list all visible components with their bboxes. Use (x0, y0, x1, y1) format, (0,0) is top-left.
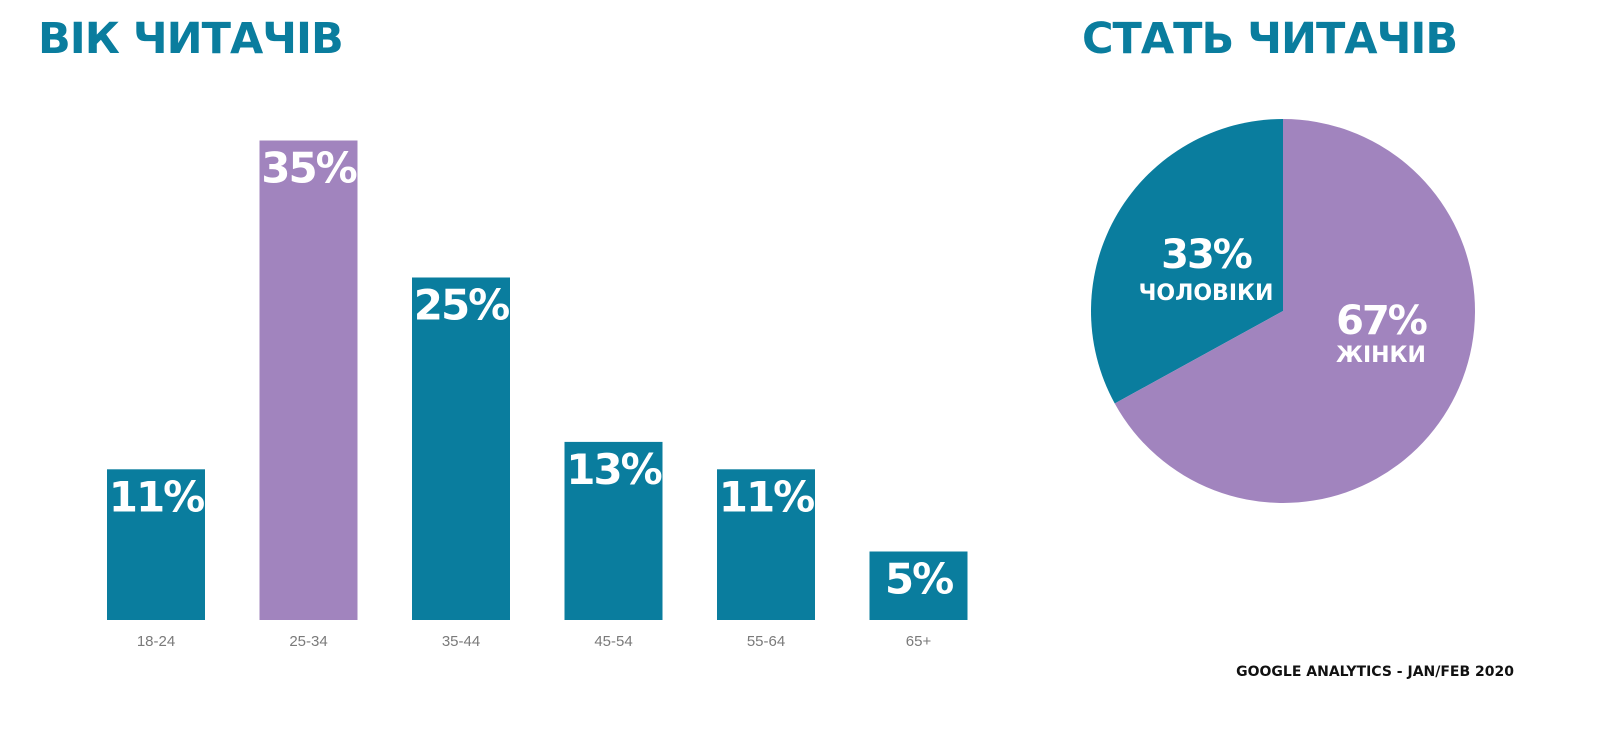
x-tick-label: 18-24 (137, 633, 175, 650)
pie-slice-men (1091, 119, 1283, 404)
age-bar-chart: 11% 18-24 35% 25-34 25% 35-44 13% 45-54 11% 55-64… (107, 140, 968, 650)
bar-45-54 (564, 441, 663, 620)
pie-slice-name: ЧОЛОВІКИ (1139, 281, 1274, 306)
bar-35-44 (412, 277, 510, 620)
pie-slice-women (1114, 119, 1475, 503)
gender-chart-title: СТАТЬ ЧИТАЧІВ (1082, 14, 1458, 64)
x-tick-label: 65+ (906, 633, 932, 650)
bar-data-label: 25% (414, 281, 509, 330)
source-note: GOOGLE ANALYTICS - JAN/FEB 2020 (1236, 664, 1514, 680)
pie-slice-name: ЖІНКИ (1336, 343, 1426, 368)
bar-data-label: 11% (109, 472, 204, 521)
bar-data-label: 13% (566, 445, 661, 494)
bar-25-34 (259, 140, 358, 620)
bar-55-64 (717, 469, 815, 620)
x-tick-label: 35-44 (442, 633, 480, 650)
bar-data-label: 5% (885, 555, 953, 604)
bar-65+ (869, 551, 968, 620)
gender-pie-chart: 33% ЧОЛОВІКИ 67%ЖІНКИ (1091, 119, 1475, 503)
x-tick-label: 55-64 (747, 633, 785, 650)
bar-18-24 (107, 469, 205, 620)
bar-data-label: 35% (261, 144, 356, 193)
x-tick-label: 45-54 (594, 633, 632, 650)
x-tick-label: 25-34 (289, 633, 327, 650)
pie-percent-label: 67% (1336, 298, 1427, 344)
age-chart-title: ВІК ЧИТАЧІВ (38, 14, 344, 64)
bar-data-label: 11% (719, 472, 814, 521)
pie-percent-label: 33% (1161, 232, 1252, 278)
